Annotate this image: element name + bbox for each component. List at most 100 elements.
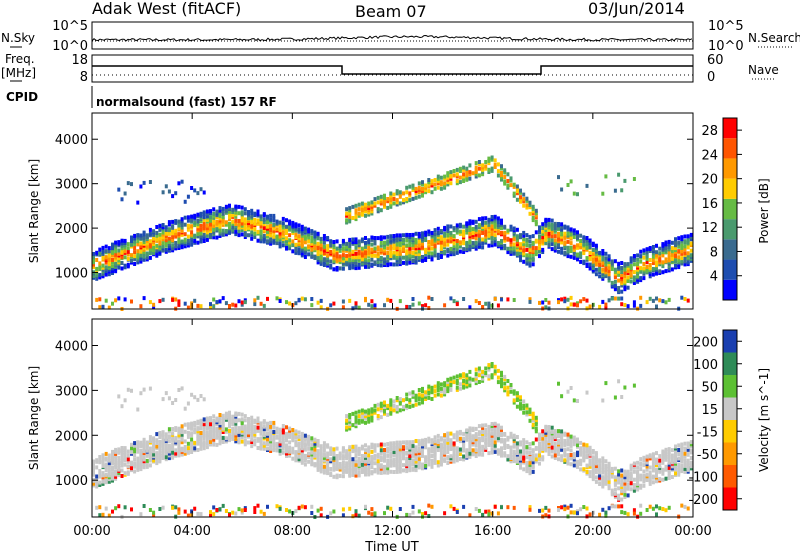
radar-cell	[253, 434, 257, 439]
radar-cell	[322, 470, 326, 475]
radar-cell	[275, 296, 279, 301]
radar-cell	[408, 450, 412, 455]
radar-cell	[493, 162, 497, 167]
radar-cell	[579, 449, 583, 454]
radar-cell	[493, 428, 497, 433]
radar-cell	[209, 305, 212, 310]
radar-cell	[281, 228, 285, 233]
radar-cell	[114, 456, 118, 461]
radar-cell	[433, 236, 437, 241]
radar-cell	[579, 251, 583, 256]
radar-cell	[212, 304, 216, 309]
radar-cell	[92, 252, 95, 256]
radar-cell	[481, 374, 485, 379]
radar-cell	[395, 202, 399, 207]
radar-cell	[515, 435, 519, 439]
radar-cell	[354, 473, 358, 478]
radar-cell	[351, 444, 355, 449]
radar-cell	[174, 244, 178, 249]
radar-cell	[354, 203, 358, 208]
radar-cell	[411, 392, 415, 397]
radar-cell	[228, 428, 231, 433]
radar-cell	[439, 246, 443, 251]
radar-cell	[544, 228, 548, 232]
radar-cell	[617, 278, 621, 283]
radar-cell	[490, 450, 494, 455]
radar-cell	[594, 475, 598, 480]
radar-cell	[266, 220, 269, 225]
radar-cell	[651, 261, 655, 265]
radar-cell	[515, 391, 519, 396]
radar-cell	[462, 372, 466, 377]
radar-cell	[458, 382, 462, 387]
radar-cell	[477, 301, 481, 305]
radar-cell	[541, 250, 545, 254]
radar-cell	[183, 422, 187, 427]
radar-cell	[417, 185, 421, 190]
radar-cell	[424, 397, 428, 401]
radar-cell	[436, 185, 440, 190]
radar-cell	[601, 267, 605, 272]
radar-cell	[107, 272, 111, 277]
radar-cell	[278, 451, 282, 456]
radar-cell	[433, 439, 437, 444]
radar-cell	[531, 456, 535, 461]
radar-cell	[133, 469, 137, 474]
radar-cell	[534, 208, 538, 213]
radar-cell	[569, 439, 573, 444]
radar-cell	[395, 189, 399, 194]
radar-cell	[395, 398, 399, 403]
radar-cell	[120, 453, 124, 458]
radar-cell	[417, 188, 421, 192]
radar-cell	[370, 207, 374, 212]
radar-cell	[446, 440, 450, 445]
radar-cell	[683, 251, 687, 256]
radar-cell	[376, 195, 380, 200]
radar-cell	[411, 254, 415, 259]
radar-cell	[632, 508, 636, 513]
radar-cell	[186, 243, 190, 248]
radar-cell	[405, 253, 409, 258]
radar-cell	[209, 232, 212, 237]
radar-cell	[405, 243, 409, 248]
radar-cell	[199, 418, 203, 423]
radar-cell	[484, 232, 488, 237]
radar-cell	[205, 223, 209, 228]
radar-cell	[424, 511, 428, 516]
radar-cell	[161, 225, 165, 230]
radar-cell	[259, 301, 263, 306]
radar-cell	[218, 299, 222, 304]
radar-cell	[430, 183, 434, 188]
radar-cell	[623, 481, 627, 486]
radar-cell	[152, 452, 156, 457]
radar-cell	[639, 259, 643, 264]
radar-cell	[379, 259, 383, 264]
radar-cell	[322, 458, 326, 463]
radar-cell	[424, 232, 428, 237]
radar-cell	[446, 226, 450, 231]
radar-cell	[487, 512, 491, 517]
radar-cell	[458, 386, 462, 391]
radar-cell	[262, 511, 266, 516]
radar-cell	[474, 381, 478, 386]
radar-cell	[351, 249, 355, 254]
radar-cell	[468, 445, 472, 450]
radar-cell	[123, 245, 127, 250]
radar-cell	[632, 303, 636, 308]
radar-cell	[522, 440, 526, 445]
radar-cell	[417, 392, 421, 397]
radar-cell	[541, 247, 545, 252]
radar-cell	[443, 225, 447, 230]
radar-cell	[180, 424, 184, 429]
radar-cell	[452, 435, 456, 440]
radar-cell	[234, 425, 238, 430]
radar-cell	[585, 470, 589, 474]
radar-cell	[107, 253, 111, 258]
radar-cell	[171, 427, 175, 431]
radar-cell	[446, 436, 450, 441]
radar-cell	[389, 405, 393, 409]
radar-cell	[319, 469, 323, 474]
radar-cell	[180, 440, 184, 445]
radar-cell	[576, 192, 579, 197]
radar-cell	[250, 421, 254, 426]
